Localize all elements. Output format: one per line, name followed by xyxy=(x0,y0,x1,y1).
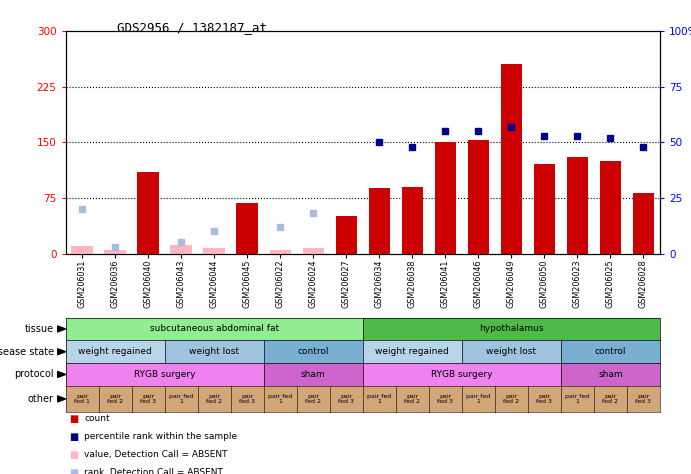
Text: control: control xyxy=(595,347,626,356)
Text: pair
fed 2: pair fed 2 xyxy=(603,393,618,404)
Text: RYGB surgery: RYGB surgery xyxy=(431,370,493,379)
Text: weight lost: weight lost xyxy=(486,347,536,356)
Bar xyxy=(171,245,192,254)
Text: other: other xyxy=(28,394,54,404)
Bar xyxy=(236,203,258,254)
Text: weight regained: weight regained xyxy=(375,347,449,356)
Text: count: count xyxy=(84,414,110,423)
Text: pair
fed 3: pair fed 3 xyxy=(239,393,255,404)
Text: pair
fed 3: pair fed 3 xyxy=(339,393,354,404)
Bar xyxy=(336,217,357,254)
Text: rank, Detection Call = ABSENT: rank, Detection Call = ABSENT xyxy=(84,468,223,474)
Bar xyxy=(500,64,522,254)
Text: hypothalamus: hypothalamus xyxy=(479,325,544,333)
Bar xyxy=(633,193,654,254)
Text: GDS2956 / 1382187_at: GDS2956 / 1382187_at xyxy=(117,21,267,34)
Text: pair fed
1: pair fed 1 xyxy=(466,393,491,404)
Text: weight regained: weight regained xyxy=(78,347,152,356)
Text: sham: sham xyxy=(598,370,623,379)
Text: pair
fed 3: pair fed 3 xyxy=(437,393,453,404)
Text: pair
fed 2: pair fed 2 xyxy=(503,393,520,404)
Text: pair
fed 2: pair fed 2 xyxy=(305,393,321,404)
Polygon shape xyxy=(57,349,66,355)
Text: pair
fed 2: pair fed 2 xyxy=(206,393,223,404)
Text: value, Detection Call = ABSENT: value, Detection Call = ABSENT xyxy=(84,450,228,459)
Text: pair
fed 3: pair fed 3 xyxy=(536,393,552,404)
Text: ■: ■ xyxy=(69,432,78,442)
Polygon shape xyxy=(57,372,66,377)
Text: RYGB surgery: RYGB surgery xyxy=(134,370,196,379)
Text: protocol: protocol xyxy=(15,369,54,380)
Text: sham: sham xyxy=(301,370,325,379)
Text: pair
fed 1: pair fed 1 xyxy=(74,393,90,404)
Text: pair fed
1: pair fed 1 xyxy=(268,393,292,404)
Text: pair
fed 2: pair fed 2 xyxy=(107,393,123,404)
Bar xyxy=(468,140,489,254)
Polygon shape xyxy=(57,396,66,402)
Text: pair
fed 3: pair fed 3 xyxy=(636,393,652,404)
Text: tissue: tissue xyxy=(25,324,54,334)
Text: pair fed
1: pair fed 1 xyxy=(367,393,391,404)
Text: pair fed
1: pair fed 1 xyxy=(565,393,589,404)
Text: pair
fed 2: pair fed 2 xyxy=(404,393,420,404)
Bar xyxy=(435,142,456,254)
Text: percentile rank within the sample: percentile rank within the sample xyxy=(84,432,238,441)
Bar xyxy=(303,247,324,254)
Bar xyxy=(203,247,225,254)
Text: pair
fed 3: pair fed 3 xyxy=(140,393,156,404)
Polygon shape xyxy=(57,326,66,332)
Text: subcutaneous abdominal fat: subcutaneous abdominal fat xyxy=(150,325,278,333)
Bar xyxy=(104,250,126,254)
Bar xyxy=(71,246,93,254)
Text: disease state: disease state xyxy=(0,346,54,357)
Bar xyxy=(401,187,423,254)
Text: ■: ■ xyxy=(69,414,78,424)
Bar xyxy=(600,161,621,254)
Text: weight lost: weight lost xyxy=(189,347,239,356)
Text: pair fed
1: pair fed 1 xyxy=(169,393,193,404)
Bar xyxy=(368,188,390,254)
Bar xyxy=(533,164,555,254)
Bar xyxy=(138,172,159,254)
Bar xyxy=(567,157,588,254)
Text: ■: ■ xyxy=(69,468,78,474)
Text: control: control xyxy=(298,347,329,356)
Bar xyxy=(269,250,291,254)
Text: ■: ■ xyxy=(69,450,78,460)
